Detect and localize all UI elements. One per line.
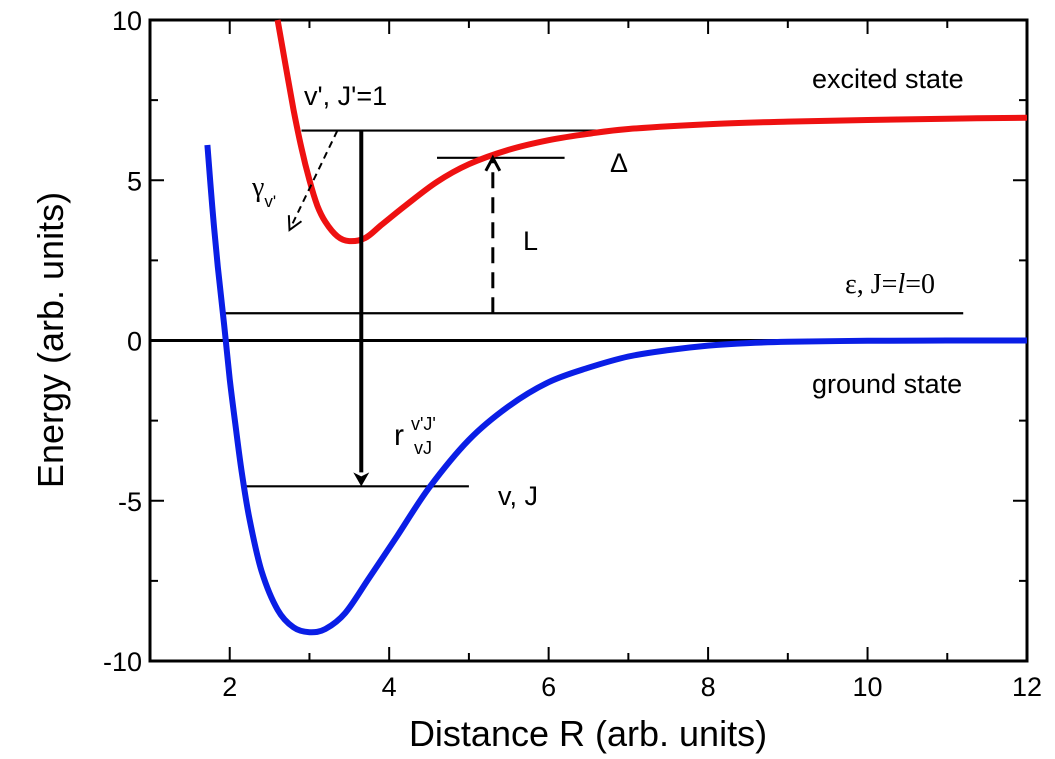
ground-state-curve bbox=[204, 144, 1028, 636]
x-tick-label: 8 bbox=[701, 672, 716, 702]
vprime-jprime-label: v', J'=1 bbox=[304, 81, 387, 111]
delta-label: Δ bbox=[610, 148, 628, 178]
r-subscript: vJ bbox=[414, 438, 432, 458]
gamma-subscript: v' bbox=[264, 192, 276, 211]
decay-r-arrow-head bbox=[353, 472, 370, 487]
gamma-v-arrow-head bbox=[287, 215, 303, 232]
potential-curves bbox=[204, 19, 1028, 636]
x-tick-label: 4 bbox=[382, 672, 397, 702]
excited-state-curve bbox=[274, 19, 1028, 245]
epsilon-prefix: ε, J= bbox=[845, 269, 897, 300]
energy-levels bbox=[150, 129, 1027, 488]
x-tick-label: 6 bbox=[541, 672, 556, 702]
laser-label: L bbox=[523, 226, 538, 256]
gamma-symbol: γ bbox=[251, 172, 264, 203]
y-tick-label: 5 bbox=[127, 166, 142, 196]
x-axis-title: Distance R (arb. units) bbox=[409, 713, 767, 754]
epsilon-suffix: =0 bbox=[905, 269, 935, 300]
y-tick-label: -5 bbox=[118, 487, 142, 517]
v-j-label: v, J bbox=[498, 481, 538, 511]
r-main-label: r bbox=[394, 419, 404, 452]
x-tick-label: 2 bbox=[222, 672, 237, 702]
gamma-label: γv' bbox=[251, 172, 276, 211]
excited-state-label: excited state bbox=[812, 64, 964, 94]
epsilon-label: ε, J=l=0 bbox=[845, 269, 935, 300]
x-tick-label: 12 bbox=[1012, 672, 1042, 702]
transition-arrows bbox=[287, 130, 502, 487]
r-superscript: v'J' bbox=[411, 414, 436, 434]
epsilon-l: l bbox=[897, 269, 905, 300]
ground-state-label: ground state bbox=[812, 369, 962, 399]
axis-ticks bbox=[149, 19, 1028, 662]
laser-l-arrow-head bbox=[484, 154, 502, 172]
gamma-v-arrow-shaft bbox=[289, 130, 339, 228]
y-axis-title: Energy (arb. units) bbox=[30, 192, 71, 488]
y-tick-label: 0 bbox=[127, 327, 142, 357]
axis-tick-labels: 2 4 6 8 10 12 -10 -5 0 5 10 bbox=[103, 6, 1042, 702]
y-tick-label: -10 bbox=[103, 647, 142, 677]
y-tick-label: 10 bbox=[112, 6, 142, 36]
x-tick-label: 10 bbox=[853, 672, 883, 702]
